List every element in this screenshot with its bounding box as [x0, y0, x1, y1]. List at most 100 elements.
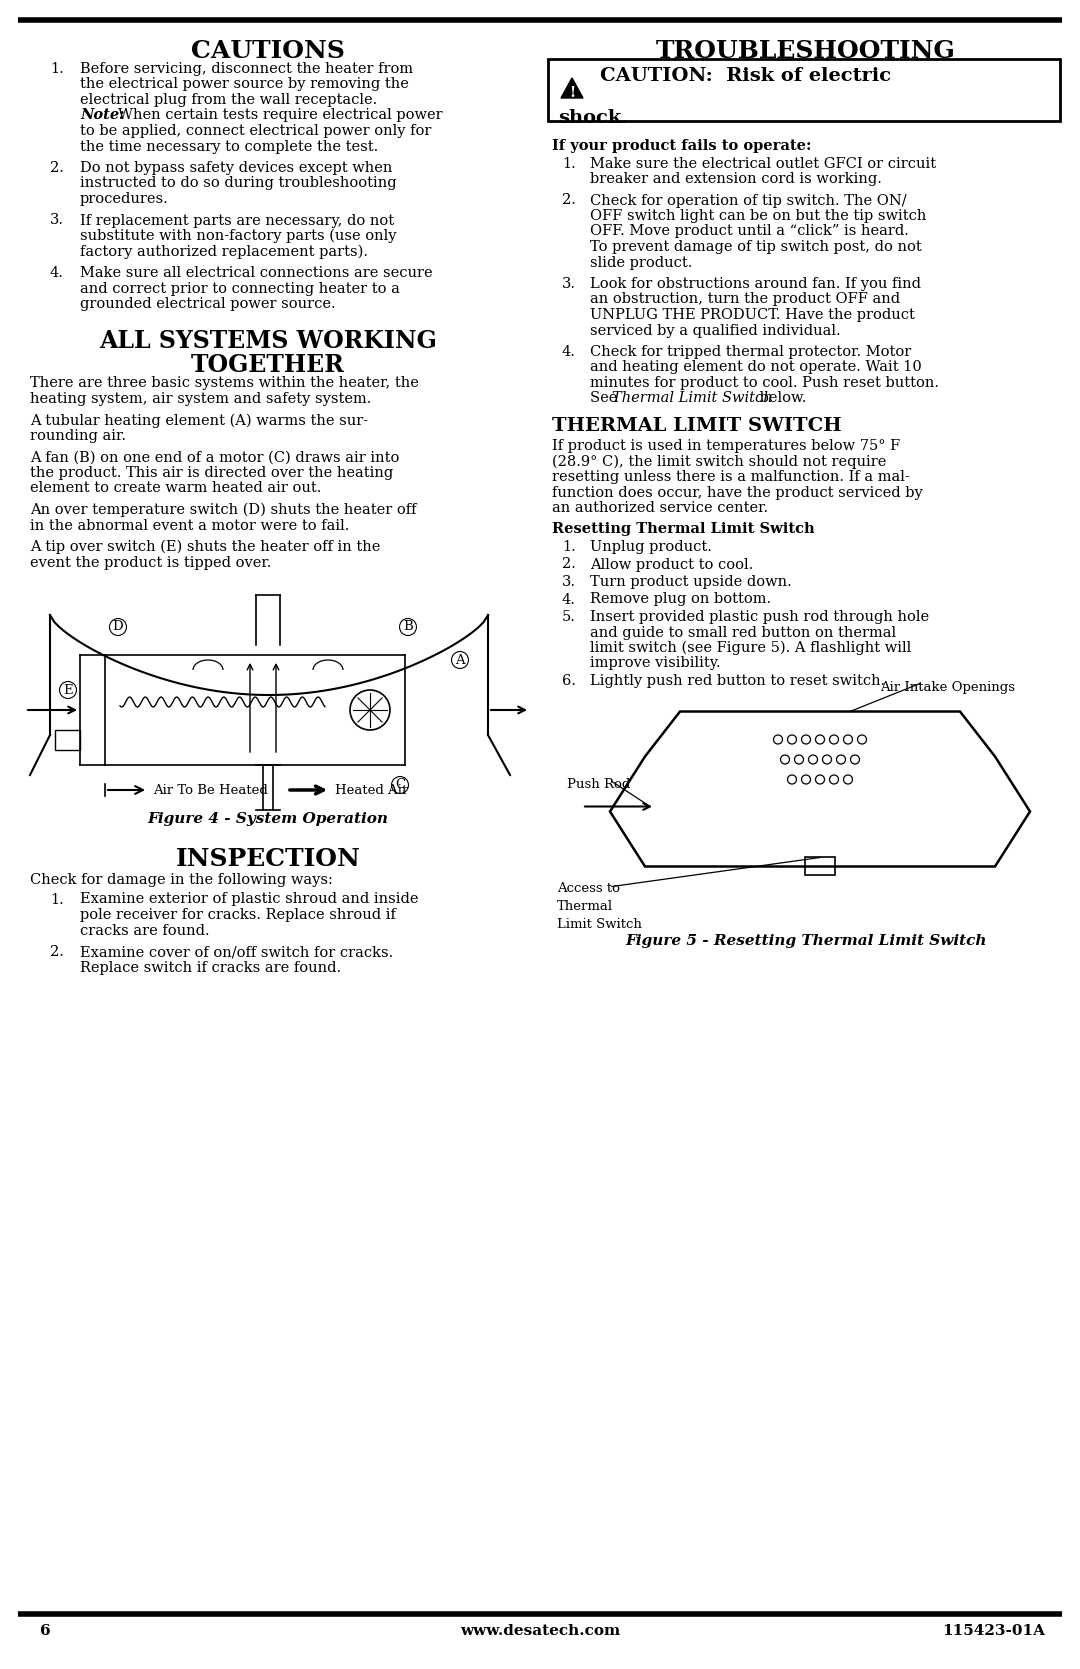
Text: procedures.: procedures. [80, 192, 168, 205]
Text: INSPECTION: INSPECTION [176, 846, 361, 871]
Text: E: E [64, 684, 72, 696]
Text: D: D [112, 621, 123, 634]
Text: in the abnormal event a motor were to fail.: in the abnormal event a motor were to fa… [30, 519, 349, 532]
Text: resetting unless there is a malfunction. If a mal-: resetting unless there is a malfunction.… [552, 471, 909, 484]
Text: TOGETHER: TOGETHER [191, 352, 345, 377]
Text: 2.: 2. [50, 945, 64, 960]
Polygon shape [561, 78, 583, 98]
Text: heating system, air system and safety system.: heating system, air system and safety sy… [30, 392, 372, 406]
Text: Make sure all electrical connections are secure: Make sure all electrical connections are… [80, 265, 433, 280]
Text: Note:: Note: [80, 108, 124, 122]
Text: Do not bypass safety devices except when: Do not bypass safety devices except when [80, 160, 392, 175]
Text: 1.: 1. [562, 541, 576, 554]
Text: Unplug product.: Unplug product. [590, 541, 712, 554]
Text: to be applied, connect electrical power only for: to be applied, connect electrical power … [80, 124, 431, 139]
Text: Replace switch if cracks are found.: Replace switch if cracks are found. [80, 960, 341, 975]
Text: B: B [403, 621, 413, 634]
Text: TROUBLESHOOTING: TROUBLESHOOTING [656, 38, 956, 63]
Text: Insert provided plastic push rod through hole: Insert provided plastic push rod through… [590, 609, 929, 624]
Text: 1.: 1. [50, 62, 64, 77]
Text: rounding air.: rounding air. [30, 429, 126, 442]
Text: Lightly push red button to reset switch.: Lightly push red button to reset switch. [590, 674, 886, 688]
Text: 4.: 4. [50, 265, 64, 280]
Text: Check for operation of tip switch. The ON/: Check for operation of tip switch. The O… [590, 194, 906, 207]
Text: 3.: 3. [50, 214, 64, 227]
Text: (28.9° C), the limit switch should not require: (28.9° C), the limit switch should not r… [552, 454, 887, 469]
Text: UNPLUG THE PRODUCT. Have the product: UNPLUG THE PRODUCT. Have the product [590, 309, 915, 322]
Text: THERMAL LIMIT SWITCH: THERMAL LIMIT SWITCH [552, 417, 841, 436]
Text: Resetting Thermal Limit Switch: Resetting Thermal Limit Switch [552, 522, 814, 536]
Text: 6: 6 [40, 1624, 51, 1637]
Text: If replacement parts are necessary, do not: If replacement parts are necessary, do n… [80, 214, 394, 227]
Text: Examine cover of on/off switch for cracks.: Examine cover of on/off switch for crack… [80, 945, 393, 960]
Text: Figure 5 - Resetting Thermal Limit Switch: Figure 5 - Resetting Thermal Limit Switc… [625, 933, 987, 948]
Text: an obstruction, turn the product OFF and: an obstruction, turn the product OFF and [590, 292, 900, 307]
Text: Turn product upside down.: Turn product upside down. [590, 576, 792, 589]
Text: Air Intake Openings: Air Intake Openings [880, 681, 1015, 694]
Text: minutes for product to cool. Push reset button.: minutes for product to cool. Push reset … [590, 376, 939, 391]
Text: A fan (B) on one end of a motor (C) draws air into: A fan (B) on one end of a motor (C) draw… [30, 451, 400, 464]
Text: Make sure the electrical outlet GFCI or circuit: Make sure the electrical outlet GFCI or … [590, 157, 936, 170]
Text: Heated Air: Heated Air [335, 783, 408, 796]
Text: ALL SYSTEMS WORKING: ALL SYSTEMS WORKING [99, 329, 437, 352]
Text: Remove plug on bottom.: Remove plug on bottom. [590, 592, 771, 606]
Text: There are three basic systems within the heater, the: There are three basic systems within the… [30, 377, 419, 391]
Text: the product. This air is directed over the heating: the product. This air is directed over t… [30, 466, 393, 481]
Text: 115423-01A: 115423-01A [942, 1624, 1045, 1637]
Text: Check for damage in the following ways:: Check for damage in the following ways: [30, 873, 333, 886]
Text: element to create warm heated air out.: element to create warm heated air out. [30, 481, 322, 496]
Text: See: See [590, 392, 622, 406]
Text: 1.: 1. [50, 893, 64, 906]
Text: An over temperature switch (D) shuts the heater off: An over temperature switch (D) shuts the… [30, 502, 417, 517]
Text: CAUTION:  Risk of electric: CAUTION: Risk of electric [600, 67, 891, 85]
Text: 4.: 4. [562, 592, 576, 606]
Text: and guide to small red button on thermal: and guide to small red button on thermal [590, 626, 896, 639]
Text: Air To Be Heated: Air To Be Heated [153, 783, 268, 796]
Text: Before servicing, disconnect the heater from: Before servicing, disconnect the heater … [80, 62, 414, 77]
Bar [55, 729, 80, 749]
Text: If product is used in temperatures below 75° F: If product is used in temperatures below… [552, 439, 901, 452]
Text: 1.: 1. [562, 157, 576, 170]
Text: limit switch (see Figure 5). A flashlight will: limit switch (see Figure 5). A flashligh… [590, 641, 912, 656]
Text: 6.: 6. [562, 674, 576, 688]
Text: www.desatech.com: www.desatech.com [460, 1624, 620, 1637]
Text: the electrical power source by removing the: the electrical power source by removing … [80, 77, 409, 92]
Text: Access to
Thermal
Limit Switch: Access to Thermal Limit Switch [557, 881, 642, 931]
Bar [805, 858, 835, 876]
Text: function does occur, have the product serviced by: function does occur, have the product se… [552, 486, 922, 499]
Text: 3.: 3. [562, 277, 576, 290]
Text: 2.: 2. [562, 194, 576, 207]
Text: When certain tests require electrical power: When certain tests require electrical po… [118, 108, 443, 122]
Text: A tip over switch (E) shuts the heater off in the: A tip over switch (E) shuts the heater o… [30, 541, 380, 554]
Text: event the product is tipped over.: event the product is tipped over. [30, 556, 271, 569]
Text: CAUTIONS: CAUTIONS [191, 38, 345, 63]
Text: Figure 4 - System Operation: Figure 4 - System Operation [148, 813, 389, 826]
Text: Examine exterior of plastic shroud and inside: Examine exterior of plastic shroud and i… [80, 893, 419, 906]
Text: Push Rod: Push Rod [567, 778, 631, 791]
Text: C: C [395, 778, 405, 791]
Text: breaker and extension cord is working.: breaker and extension cord is working. [590, 172, 882, 185]
Text: slide product.: slide product. [590, 255, 692, 269]
Text: pole receiver for cracks. Replace shroud if: pole receiver for cracks. Replace shroud… [80, 908, 396, 921]
Text: 5.: 5. [562, 609, 576, 624]
Text: !: ! [569, 87, 575, 100]
Text: If your product fails to operate:: If your product fails to operate: [552, 139, 811, 154]
Text: electrical plug from the wall receptacle.: electrical plug from the wall receptacle… [80, 93, 377, 107]
Text: OFF. Move product until a “click” is heard.: OFF. Move product until a “click” is hea… [590, 225, 909, 239]
Text: the time necessary to complete the test.: the time necessary to complete the test. [80, 140, 378, 154]
Text: A tubular heating element (A) warms the sur-: A tubular heating element (A) warms the … [30, 414, 368, 427]
Text: Look for obstructions around fan. If you find: Look for obstructions around fan. If you… [590, 277, 921, 290]
Text: substitute with non-factory parts (use only: substitute with non-factory parts (use o… [80, 229, 396, 244]
Text: 2.: 2. [50, 160, 64, 175]
Text: below.: below. [755, 392, 807, 406]
Text: serviced by a qualified individual.: serviced by a qualified individual. [590, 324, 840, 337]
Bar [548, 58, 1059, 120]
Text: and correct prior to connecting heater to a: and correct prior to connecting heater t… [80, 282, 400, 295]
Text: Thermal Limit Switch: Thermal Limit Switch [612, 392, 772, 406]
Text: Check for tripped thermal protector. Motor: Check for tripped thermal protector. Mot… [590, 345, 912, 359]
Text: 4.: 4. [562, 345, 576, 359]
Text: and heating element do not operate. Wait 10: and heating element do not operate. Wait… [590, 361, 921, 374]
Text: To prevent damage of tip switch post, do not: To prevent damage of tip switch post, do… [590, 240, 921, 254]
Text: instructed to do so during troubleshooting: instructed to do so during troubleshooti… [80, 177, 396, 190]
Text: OFF switch light can be on but the tip switch: OFF switch light can be on but the tip s… [590, 209, 927, 224]
